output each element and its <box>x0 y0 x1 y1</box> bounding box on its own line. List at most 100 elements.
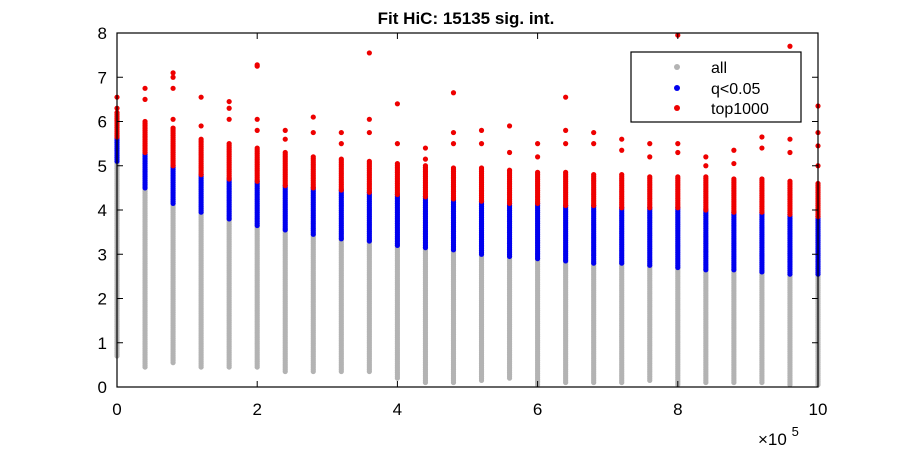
x-axis-multiplier-exponent: 5 <box>792 424 799 439</box>
legend-label-all: all <box>711 60 727 77</box>
y-tick-label: 2 <box>98 290 107 309</box>
data-point <box>450 141 457 147</box>
data-point <box>422 156 429 162</box>
data-point <box>535 141 541 147</box>
legend-label-q005: q<0.05 <box>711 81 760 98</box>
data-point <box>338 141 344 147</box>
data-point <box>226 141 232 147</box>
data-point <box>310 129 316 136</box>
y-tick-label: 3 <box>98 245 107 264</box>
data-point <box>254 116 260 122</box>
legend-marker-top1000 <box>674 105 680 111</box>
data-point <box>170 125 176 131</box>
data-point <box>310 154 316 160</box>
data-point <box>563 127 569 133</box>
data-point <box>703 163 709 169</box>
y-tick-label: 1 <box>98 334 107 353</box>
axis-ticks <box>116 32 819 388</box>
data-point <box>310 114 316 120</box>
data-point <box>703 154 709 160</box>
data-point <box>142 96 148 102</box>
data-point <box>619 147 625 153</box>
data-point <box>787 149 793 156</box>
data-point <box>394 141 400 147</box>
data-point <box>675 149 681 156</box>
x-tick-label: 8 <box>673 400 682 419</box>
data-point <box>619 136 625 142</box>
data-point <box>366 158 372 164</box>
data-point <box>759 134 765 140</box>
legend: all q<0.05 top1000 <box>630 51 802 123</box>
data-point <box>170 116 176 122</box>
data-point <box>563 94 569 100</box>
data-point <box>591 141 597 147</box>
x-tick-label: 4 <box>393 400 402 419</box>
data-point <box>142 85 148 91</box>
data-point <box>282 149 288 156</box>
data-point <box>198 94 204 100</box>
x-tick-labels: 0 2 4 6 8 10 <box>112 400 827 419</box>
data-point <box>478 127 485 133</box>
y-tick-label: 7 <box>98 68 107 87</box>
x-tick-label: 2 <box>252 400 261 419</box>
data-point <box>535 169 541 175</box>
data-point <box>394 160 400 167</box>
y-tick-labels: 0 1 2 3 4 5 6 7 8 <box>98 24 107 397</box>
data-point <box>226 116 232 122</box>
y-tick-label: 8 <box>98 24 107 43</box>
data-point <box>506 149 513 156</box>
data-point <box>759 176 765 182</box>
data-point <box>478 165 485 171</box>
series-q-0-05 <box>114 134 821 277</box>
data-point <box>450 129 457 136</box>
data-point <box>198 136 204 142</box>
legend-marker-all <box>674 64 680 70</box>
legend-marker-q005 <box>674 85 680 91</box>
data-point <box>731 147 737 153</box>
x-axis-multiplier-base: ×10 <box>758 430 787 449</box>
data-point <box>506 123 513 129</box>
data-point <box>787 178 793 184</box>
data-point <box>394 101 400 107</box>
data-point <box>226 105 232 111</box>
data-point <box>170 74 176 80</box>
data-point <box>338 129 344 136</box>
data-point <box>731 160 737 167</box>
data-point <box>450 165 457 171</box>
data-point <box>170 70 176 76</box>
x-axis-multiplier: ×10 5 <box>758 424 799 449</box>
data-point <box>563 169 569 175</box>
data-point <box>647 154 653 160</box>
y-tick-label: 6 <box>98 113 107 132</box>
data-point <box>787 136 793 142</box>
data-point <box>675 141 681 147</box>
chart-title: Fit HiC: 15135 sig. int. <box>378 9 555 28</box>
data-point <box>142 118 148 125</box>
data-point <box>647 141 653 147</box>
data-point <box>591 129 597 136</box>
data-point <box>787 43 793 49</box>
data-point <box>282 136 288 142</box>
data-point <box>591 172 597 178</box>
data-point <box>619 172 625 178</box>
data-point <box>731 176 737 182</box>
data-point <box>366 50 372 56</box>
data-point <box>170 85 176 91</box>
data-point <box>282 127 288 133</box>
data-point <box>675 174 681 180</box>
data-point <box>422 145 429 151</box>
legend-label-top1000: top1000 <box>711 101 769 118</box>
legend-box <box>630 51 802 123</box>
data-point <box>535 154 541 160</box>
data-point <box>478 141 485 147</box>
x-tick-label: 0 <box>112 400 121 419</box>
data-point <box>338 156 344 162</box>
data-point <box>254 145 260 151</box>
y-tick-label: 0 <box>98 378 107 397</box>
data-point <box>563 141 569 147</box>
data-point <box>647 174 653 180</box>
data-point <box>254 127 260 133</box>
data-point <box>506 167 513 173</box>
data-point <box>759 145 765 151</box>
